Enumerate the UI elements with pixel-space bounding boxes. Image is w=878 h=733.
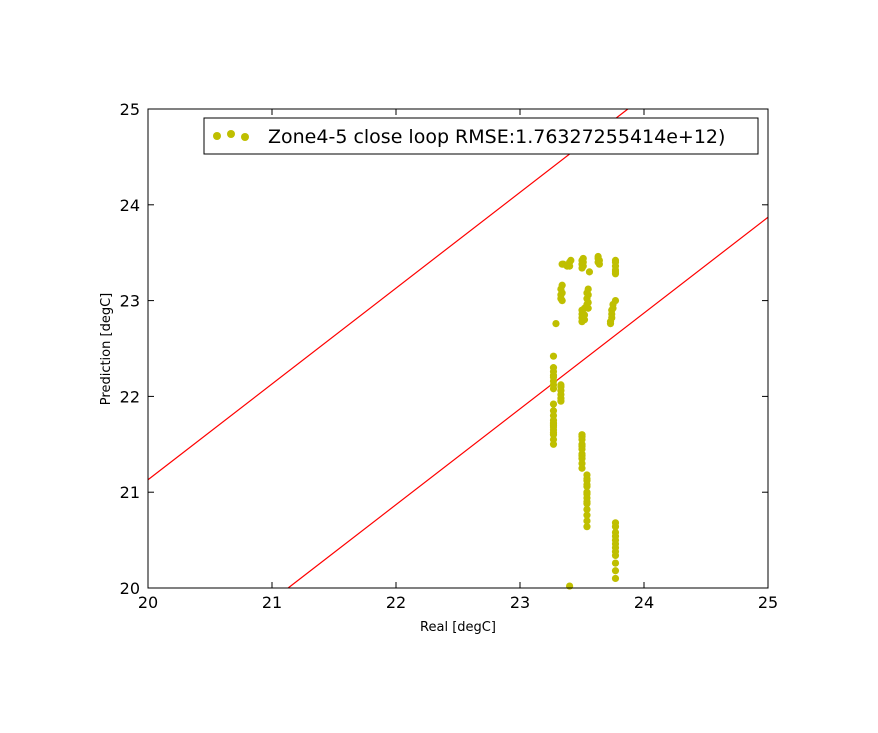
data-point: [566, 582, 574, 590]
x-tick-label: 22: [386, 593, 406, 612]
data-point: [557, 381, 565, 389]
data-point: [583, 523, 591, 531]
data-point: [549, 419, 558, 427]
data-point: [584, 291, 592, 299]
data-point: [611, 256, 620, 264]
data-point: [578, 452, 586, 460]
legend-marker: [213, 132, 221, 140]
data-point: [567, 256, 575, 264]
x-tick-label: 20: [138, 593, 158, 612]
data-point: [578, 442, 586, 450]
data-point: [583, 517, 591, 525]
data-point: [611, 574, 620, 583]
legend-marker: [227, 130, 235, 138]
data-point: [583, 480, 591, 489]
data-point: [549, 352, 558, 360]
x-tick-label: 23: [510, 593, 530, 612]
data-point: [611, 519, 620, 527]
data-point: [552, 319, 560, 328]
data-point: [579, 254, 587, 263]
reference-line: [147, 108, 629, 481]
data-point: [611, 532, 620, 540]
data-point: [578, 433, 586, 441]
data-point: [611, 567, 620, 575]
data-point: [611, 540, 620, 548]
legend: Zone4-5 close loop RMSE:1.76327255414e+1…: [203, 117, 759, 155]
x-axis-title: Real [degC]: [420, 620, 496, 635]
y-tick-label: 22: [120, 387, 140, 406]
data-point: [595, 260, 603, 268]
data-point: [583, 511, 591, 519]
data-point: [584, 304, 592, 312]
data-point: [549, 364, 558, 372]
reference-lines: [147, 108, 769, 589]
legend-label: Zone4-5 close loop RMSE:1.76327255414e+1…: [268, 126, 725, 148]
plot-area-frame: [147, 108, 769, 589]
x-tick-label: 25: [758, 593, 778, 612]
data-point: [558, 281, 566, 289]
y-axis-title: Prediction [degC]: [99, 293, 114, 405]
axis-ticks: 20 21 22 23 24 25 20 21 22 23 24 25: [120, 100, 779, 612]
legend-marker: [241, 133, 249, 141]
y-tick-label: 25: [120, 100, 140, 119]
y-tick-label: 21: [120, 483, 140, 502]
y-tick-label: 24: [120, 196, 140, 215]
data-point: [549, 429, 558, 437]
data-point: [583, 505, 591, 514]
data-point: [558, 289, 566, 297]
data-point: [549, 400, 558, 408]
x-tick-label: 21: [262, 593, 282, 612]
data-point: [584, 298, 592, 307]
y-tick-label: 20: [120, 579, 140, 598]
data-point: [580, 311, 589, 319]
reference-line: [287, 216, 769, 589]
data-point: [611, 268, 620, 276]
data-point: [549, 407, 558, 415]
legend-box: [203, 117, 759, 155]
data-point: [585, 268, 594, 276]
data-point: [611, 559, 620, 567]
data-point: [583, 498, 591, 506]
data-point: [583, 490, 591, 498]
data-point: [558, 297, 566, 305]
data-point: [583, 475, 591, 483]
y-tick-label: 23: [120, 292, 140, 311]
data-point: [584, 285, 592, 293]
data-points: [549, 252, 620, 590]
x-tick-label: 24: [634, 593, 654, 612]
data-point: [611, 547, 620, 556]
data-point: [611, 297, 620, 305]
